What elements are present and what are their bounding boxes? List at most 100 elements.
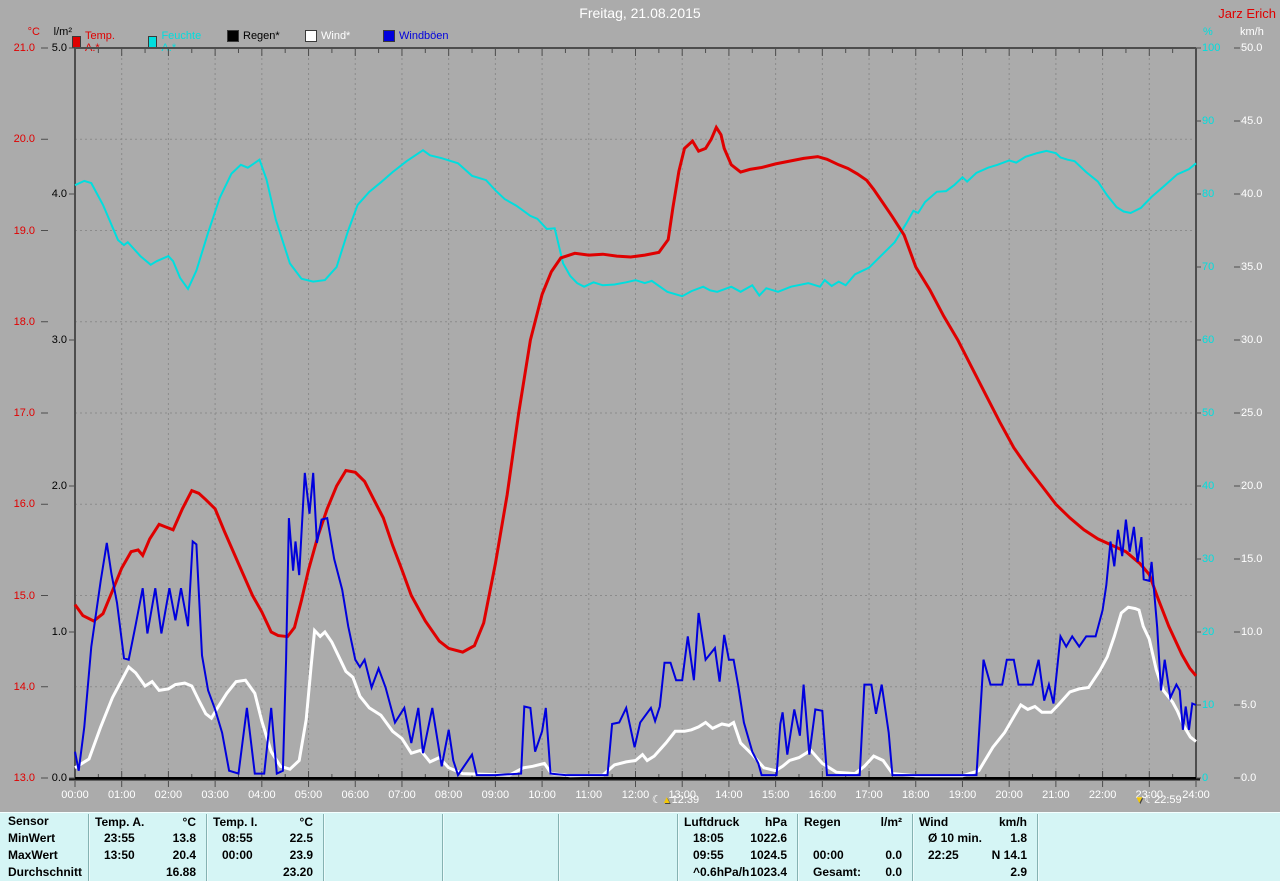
moonrise-icons: ☾▲ [652, 794, 672, 806]
cell-value: 2.9 [1010, 865, 1027, 879]
wind-axis-label: 0.0 [1241, 772, 1257, 784]
humidity-axis-label: 30 [1202, 553, 1215, 565]
column-unit: l/m² [880, 815, 902, 829]
cell-value: 16.88 [165, 865, 196, 879]
cell-time: 23:55 [104, 831, 135, 845]
temp-axis-label: 13.0 [13, 772, 35, 784]
humidity-axis-label: 80 [1202, 188, 1215, 200]
table-divider [1037, 814, 1039, 881]
row-label: MaxWert [8, 848, 58, 862]
x-axis-label: 23:00 [1135, 789, 1164, 801]
gusts-series-swatch-icon [383, 30, 395, 42]
cell-value: 0.0 [885, 865, 902, 879]
column-name: Wind [919, 815, 949, 829]
cell-time: Gesamt: [813, 865, 862, 879]
x-axis-label: 02:00 [154, 789, 183, 801]
wind-axis-label: 5.0 [1241, 699, 1257, 711]
temp-axis-unit: °C [27, 26, 40, 38]
x-axis-label: 05:00 [294, 789, 323, 801]
moonset-time: 22:59 [1154, 793, 1182, 806]
page-title: Freitag, 21.08.2015 [579, 5, 701, 21]
column-unit: °C [182, 815, 196, 829]
temp-axis-label: 20.0 [13, 133, 35, 146]
humidity-axis-label: 0 [1202, 772, 1209, 784]
x-axis-label: 14:00 [715, 789, 743, 801]
row-label: MinWert [8, 831, 56, 845]
cell-value: 22.5 [289, 831, 313, 845]
table-divider [88, 814, 90, 881]
x-axis-label: 17:00 [855, 789, 883, 801]
table-divider [442, 814, 444, 881]
humidity-axis-unit: % [1203, 26, 1213, 38]
rain-axis-unit: l/m² [53, 26, 72, 38]
humidity-axis-label: 40 [1202, 480, 1215, 492]
table-column: Regen l/m² 00:00 0.0 Gesamt: 0.0 [797, 813, 912, 881]
series-Temp. A. [73, 124, 1198, 677]
table-column: Wind km/h Ø 10 min. 1.8 22:25 N 14.1 2.9 [912, 813, 1037, 881]
humidity-axis-label: 60 [1202, 334, 1215, 346]
wind-axis-label: 50.0 [1241, 42, 1263, 54]
moonrise-marker: ☾▲ 12:39 [652, 792, 699, 807]
rain-axis-label: 4.0 [51, 188, 67, 200]
cell-time: 18:05 [693, 831, 724, 845]
x-axis-label: 22:00 [1088, 789, 1117, 801]
x-axis-label: 08:00 [434, 789, 463, 801]
cell-value: 0.0 [885, 848, 902, 862]
humidity-axis-label: 70 [1202, 261, 1215, 273]
cell-value: 13.8 [172, 831, 196, 845]
x-axis-label: 06:00 [341, 789, 370, 801]
cell-time: Ø 10 min. [928, 831, 983, 845]
temp-axis-label: 21.0 [13, 42, 35, 54]
temp-axis-label: 16.0 [13, 498, 35, 511]
rain-axis-label: 2.0 [51, 480, 67, 492]
x-axis-label: 15:00 [761, 789, 790, 801]
cell-value: 23.20 [282, 865, 313, 879]
cell-time: 00:00 [813, 848, 844, 862]
cell-value: 20.4 [172, 848, 196, 862]
humidity-axis-label: 20 [1202, 626, 1215, 638]
cell-time: 13:50 [104, 848, 135, 862]
rain-axis-label: 0.0 [51, 772, 67, 784]
x-axis-label: 20:00 [995, 789, 1023, 801]
column-name: Temp. I. [213, 815, 258, 829]
wind-axis-label: 30.0 [1241, 334, 1263, 346]
row-label: Sensor [8, 814, 49, 828]
table-divider [912, 814, 914, 881]
table-column [323, 813, 442, 881]
x-axis-label: 10:00 [528, 789, 556, 801]
x-axis-label: 13:00 [668, 789, 696, 801]
row-label: Durchschnitt [8, 865, 83, 879]
wind-axis-label: 25.0 [1241, 407, 1263, 419]
table-column [1037, 813, 1280, 881]
x-axis-label: 04:00 [248, 789, 276, 801]
rain-axis-label: 1.0 [51, 626, 67, 638]
moonset-icons: ▼☾ [1134, 794, 1154, 806]
wind-axis-label: 45.0 [1241, 115, 1263, 127]
x-axis-label: 21:00 [1042, 789, 1070, 801]
wind-axis-unit: km/h [1240, 26, 1264, 38]
arrow-up-icon: ▲ [661, 794, 672, 806]
x-axis-label: 11:00 [575, 789, 603, 801]
legend-label: Windböen [399, 30, 449, 42]
humidity-axis-label: 100 [1202, 42, 1221, 54]
cell-time: ^0.6hPa/h [693, 865, 750, 879]
column-name: Luftdruck [684, 815, 740, 829]
wind-axis-label: 15.0 [1241, 553, 1263, 565]
cell-value: 1024.5 [750, 848, 787, 862]
wind-axis-label: 20.0 [1241, 480, 1263, 492]
column-name: Regen [804, 815, 841, 829]
moonset-marker: ▼☾ 22:59 [1134, 792, 1181, 807]
rain-axis-label: 5.0 [51, 42, 67, 54]
statistics-table: Sensor MinWert MaxWert Durchschnitt Temp. A.… [0, 812, 1280, 881]
x-axis-label: 01:00 [107, 789, 136, 801]
table-divider [206, 814, 208, 881]
table-divider [558, 814, 560, 881]
table-column: Luftdruck hPa 18:05 1022.6 09:55 1024.5 ^0.6hP… [677, 813, 797, 881]
x-axis-label: 12:00 [621, 789, 650, 801]
column-unit: km/h [998, 815, 1027, 829]
x-axis-label: 16:00 [808, 789, 837, 801]
table-divider [797, 814, 799, 881]
wind-axis-label: 35.0 [1241, 261, 1263, 273]
station-name: Jarz Erich [1218, 6, 1276, 21]
temp-axis-label: 15.0 [13, 589, 35, 602]
